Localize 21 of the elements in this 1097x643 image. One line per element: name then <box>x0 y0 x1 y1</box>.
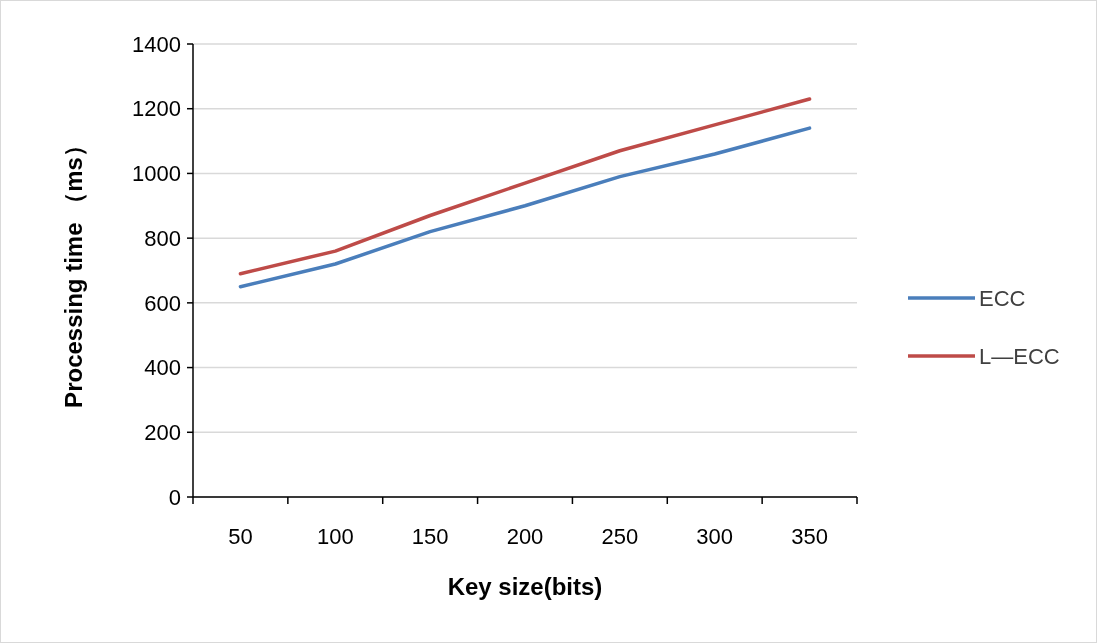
y-axis-title: Processing time （ms） <box>60 133 87 408</box>
y-tick-label: 1000 <box>132 161 181 187</box>
y-tick-label: 200 <box>144 419 181 445</box>
y-tick-label: 400 <box>144 355 181 381</box>
y-tick-label: 800 <box>144 225 181 251</box>
x-tick-label: 200 <box>506 524 544 549</box>
x-tick-label: 250 <box>601 524 639 549</box>
x-tick-label: 350 <box>791 524 828 549</box>
line-series <box>238 126 812 289</box>
x-tick-label: 150 <box>411 524 449 549</box>
line-series <box>238 97 812 276</box>
y-tick-label: 1400 <box>132 31 181 57</box>
y-tick-label: 600 <box>144 290 181 316</box>
y-tick-label: 0 <box>168 484 181 510</box>
y-tick-label: 1200 <box>132 96 181 122</box>
x-tick-label: 300 <box>696 524 734 549</box>
x-tick-label: 50 <box>228 524 253 549</box>
legend-label: L—ECC <box>979 343 1060 369</box>
legend-label: ECC <box>979 285 1026 311</box>
x-tick-label: 100 <box>316 524 354 549</box>
x-axis-title: Key size(bits) <box>447 573 603 600</box>
